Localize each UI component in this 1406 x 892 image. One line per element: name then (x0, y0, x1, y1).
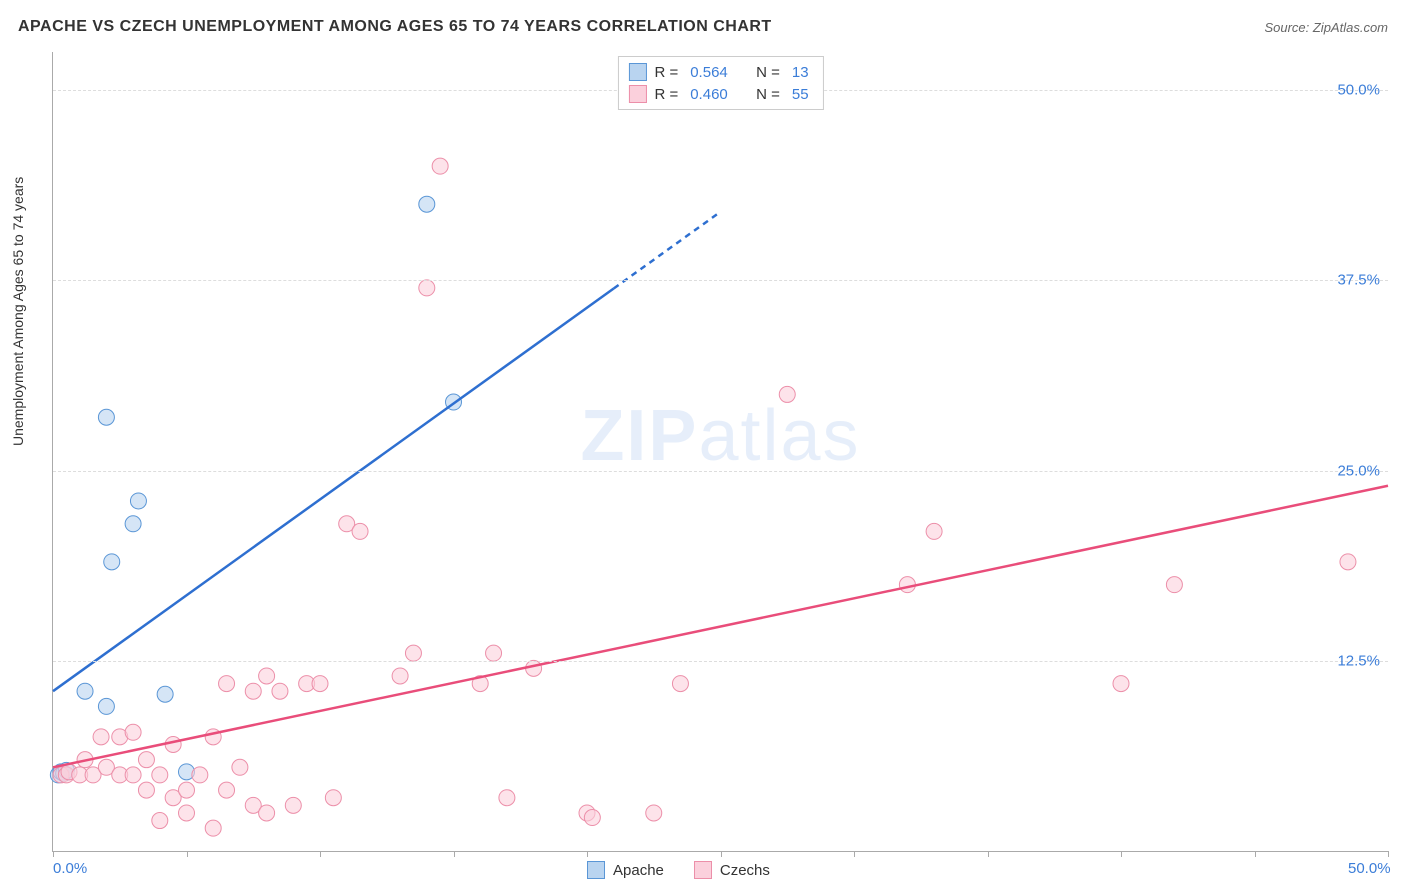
x-tick-label: 50.0% (1348, 860, 1391, 877)
x-tick (988, 851, 989, 857)
data-point-apache (77, 683, 93, 699)
y-tick-label: 25.0% (1337, 462, 1380, 479)
data-point-czechs (93, 729, 109, 745)
chart-plot-area: ZIPatlas R =0.564 N =13R =0.460 N =55 Ap… (52, 52, 1388, 852)
data-point-czechs (125, 767, 141, 783)
data-point-czechs (405, 645, 421, 661)
x-tick (587, 851, 588, 857)
r-label: R = (654, 86, 678, 103)
data-point-czechs (245, 683, 261, 699)
legend-label: Czechs (720, 862, 770, 879)
data-point-apache (157, 686, 173, 702)
data-point-apache (130, 493, 146, 509)
scatter-svg (53, 52, 1388, 851)
legend-label: Apache (613, 862, 664, 879)
data-point-apache (98, 409, 114, 425)
data-point-czechs (352, 523, 368, 539)
y-tick-label: 12.5% (1337, 652, 1380, 669)
data-point-apache (419, 196, 435, 212)
data-point-czechs (432, 158, 448, 174)
data-point-czechs (152, 813, 168, 829)
x-tick (454, 851, 455, 857)
data-point-czechs (1340, 554, 1356, 570)
data-point-czechs (179, 805, 195, 821)
data-point-czechs (1166, 577, 1182, 593)
data-point-czechs (926, 523, 942, 539)
trendline-apache-dashed (614, 212, 721, 289)
data-point-czechs (672, 676, 688, 692)
data-point-czechs (419, 280, 435, 296)
data-point-czechs (646, 805, 662, 821)
data-point-czechs (205, 820, 221, 836)
data-point-czechs (499, 790, 515, 806)
stats-row-apache: R = 0.564 N = 13 (628, 61, 812, 83)
n-label: N = (756, 64, 780, 81)
swatch-czechs (694, 861, 712, 879)
swatch-czechs (628, 85, 646, 103)
data-point-czechs (325, 790, 341, 806)
series-legend: Apache Czechs (587, 861, 770, 879)
data-point-czechs (232, 759, 248, 775)
stats-legend: R = 0.564 N = 13 R = 0.460 N = 55 (617, 56, 823, 110)
data-point-czechs (779, 386, 795, 402)
stats-row-czechs: R = 0.460 N = 55 (628, 83, 812, 105)
data-point-czechs (312, 676, 328, 692)
data-point-czechs (1113, 676, 1129, 692)
x-tick (1388, 851, 1389, 857)
data-point-czechs (219, 782, 235, 798)
data-point-czechs (152, 767, 168, 783)
data-point-czechs (138, 752, 154, 768)
data-point-czechs (392, 668, 408, 684)
y-tick-label: 37.5% (1337, 272, 1380, 289)
data-point-czechs (259, 668, 275, 684)
data-point-czechs (179, 782, 195, 798)
gridline (53, 280, 1388, 281)
x-tick (53, 851, 54, 857)
data-point-czechs (138, 782, 154, 798)
x-tick-label: 0.0% (53, 860, 87, 877)
data-point-czechs (165, 736, 181, 752)
gridline (53, 471, 1388, 472)
r-value: 0.460 (686, 86, 732, 103)
data-point-czechs (192, 767, 208, 783)
n-label: N = (756, 86, 780, 103)
r-label: R = (654, 64, 678, 81)
n-value: 13 (788, 64, 813, 81)
x-tick (187, 851, 188, 857)
y-axis-label: Unemployment Among Ages 65 to 74 years (10, 177, 26, 446)
trendline-czechs (53, 486, 1388, 768)
y-tick-label: 50.0% (1337, 82, 1380, 99)
swatch-apache (587, 861, 605, 879)
data-point-czechs (486, 645, 502, 661)
gridline (53, 661, 1388, 662)
x-tick (854, 851, 855, 857)
data-point-apache (98, 698, 114, 714)
r-value: 0.564 (686, 64, 732, 81)
legend-item-apache: Apache (587, 861, 664, 879)
data-point-czechs (272, 683, 288, 699)
n-value: 55 (788, 86, 813, 103)
x-tick (1255, 851, 1256, 857)
trendline-apache (53, 289, 614, 692)
swatch-apache (628, 63, 646, 81)
data-point-czechs (285, 797, 301, 813)
x-tick (320, 851, 321, 857)
data-point-czechs (125, 724, 141, 740)
x-tick (721, 851, 722, 857)
data-point-apache (125, 516, 141, 532)
data-point-czechs (219, 676, 235, 692)
data-point-czechs (259, 805, 275, 821)
x-tick (1121, 851, 1122, 857)
data-point-apache (104, 554, 120, 570)
source-attribution: Source: ZipAtlas.com (1264, 20, 1388, 35)
legend-item-czechs: Czechs (694, 861, 770, 879)
chart-title: APACHE VS CZECH UNEMPLOYMENT AMONG AGES … (18, 18, 772, 36)
data-point-czechs (584, 810, 600, 826)
